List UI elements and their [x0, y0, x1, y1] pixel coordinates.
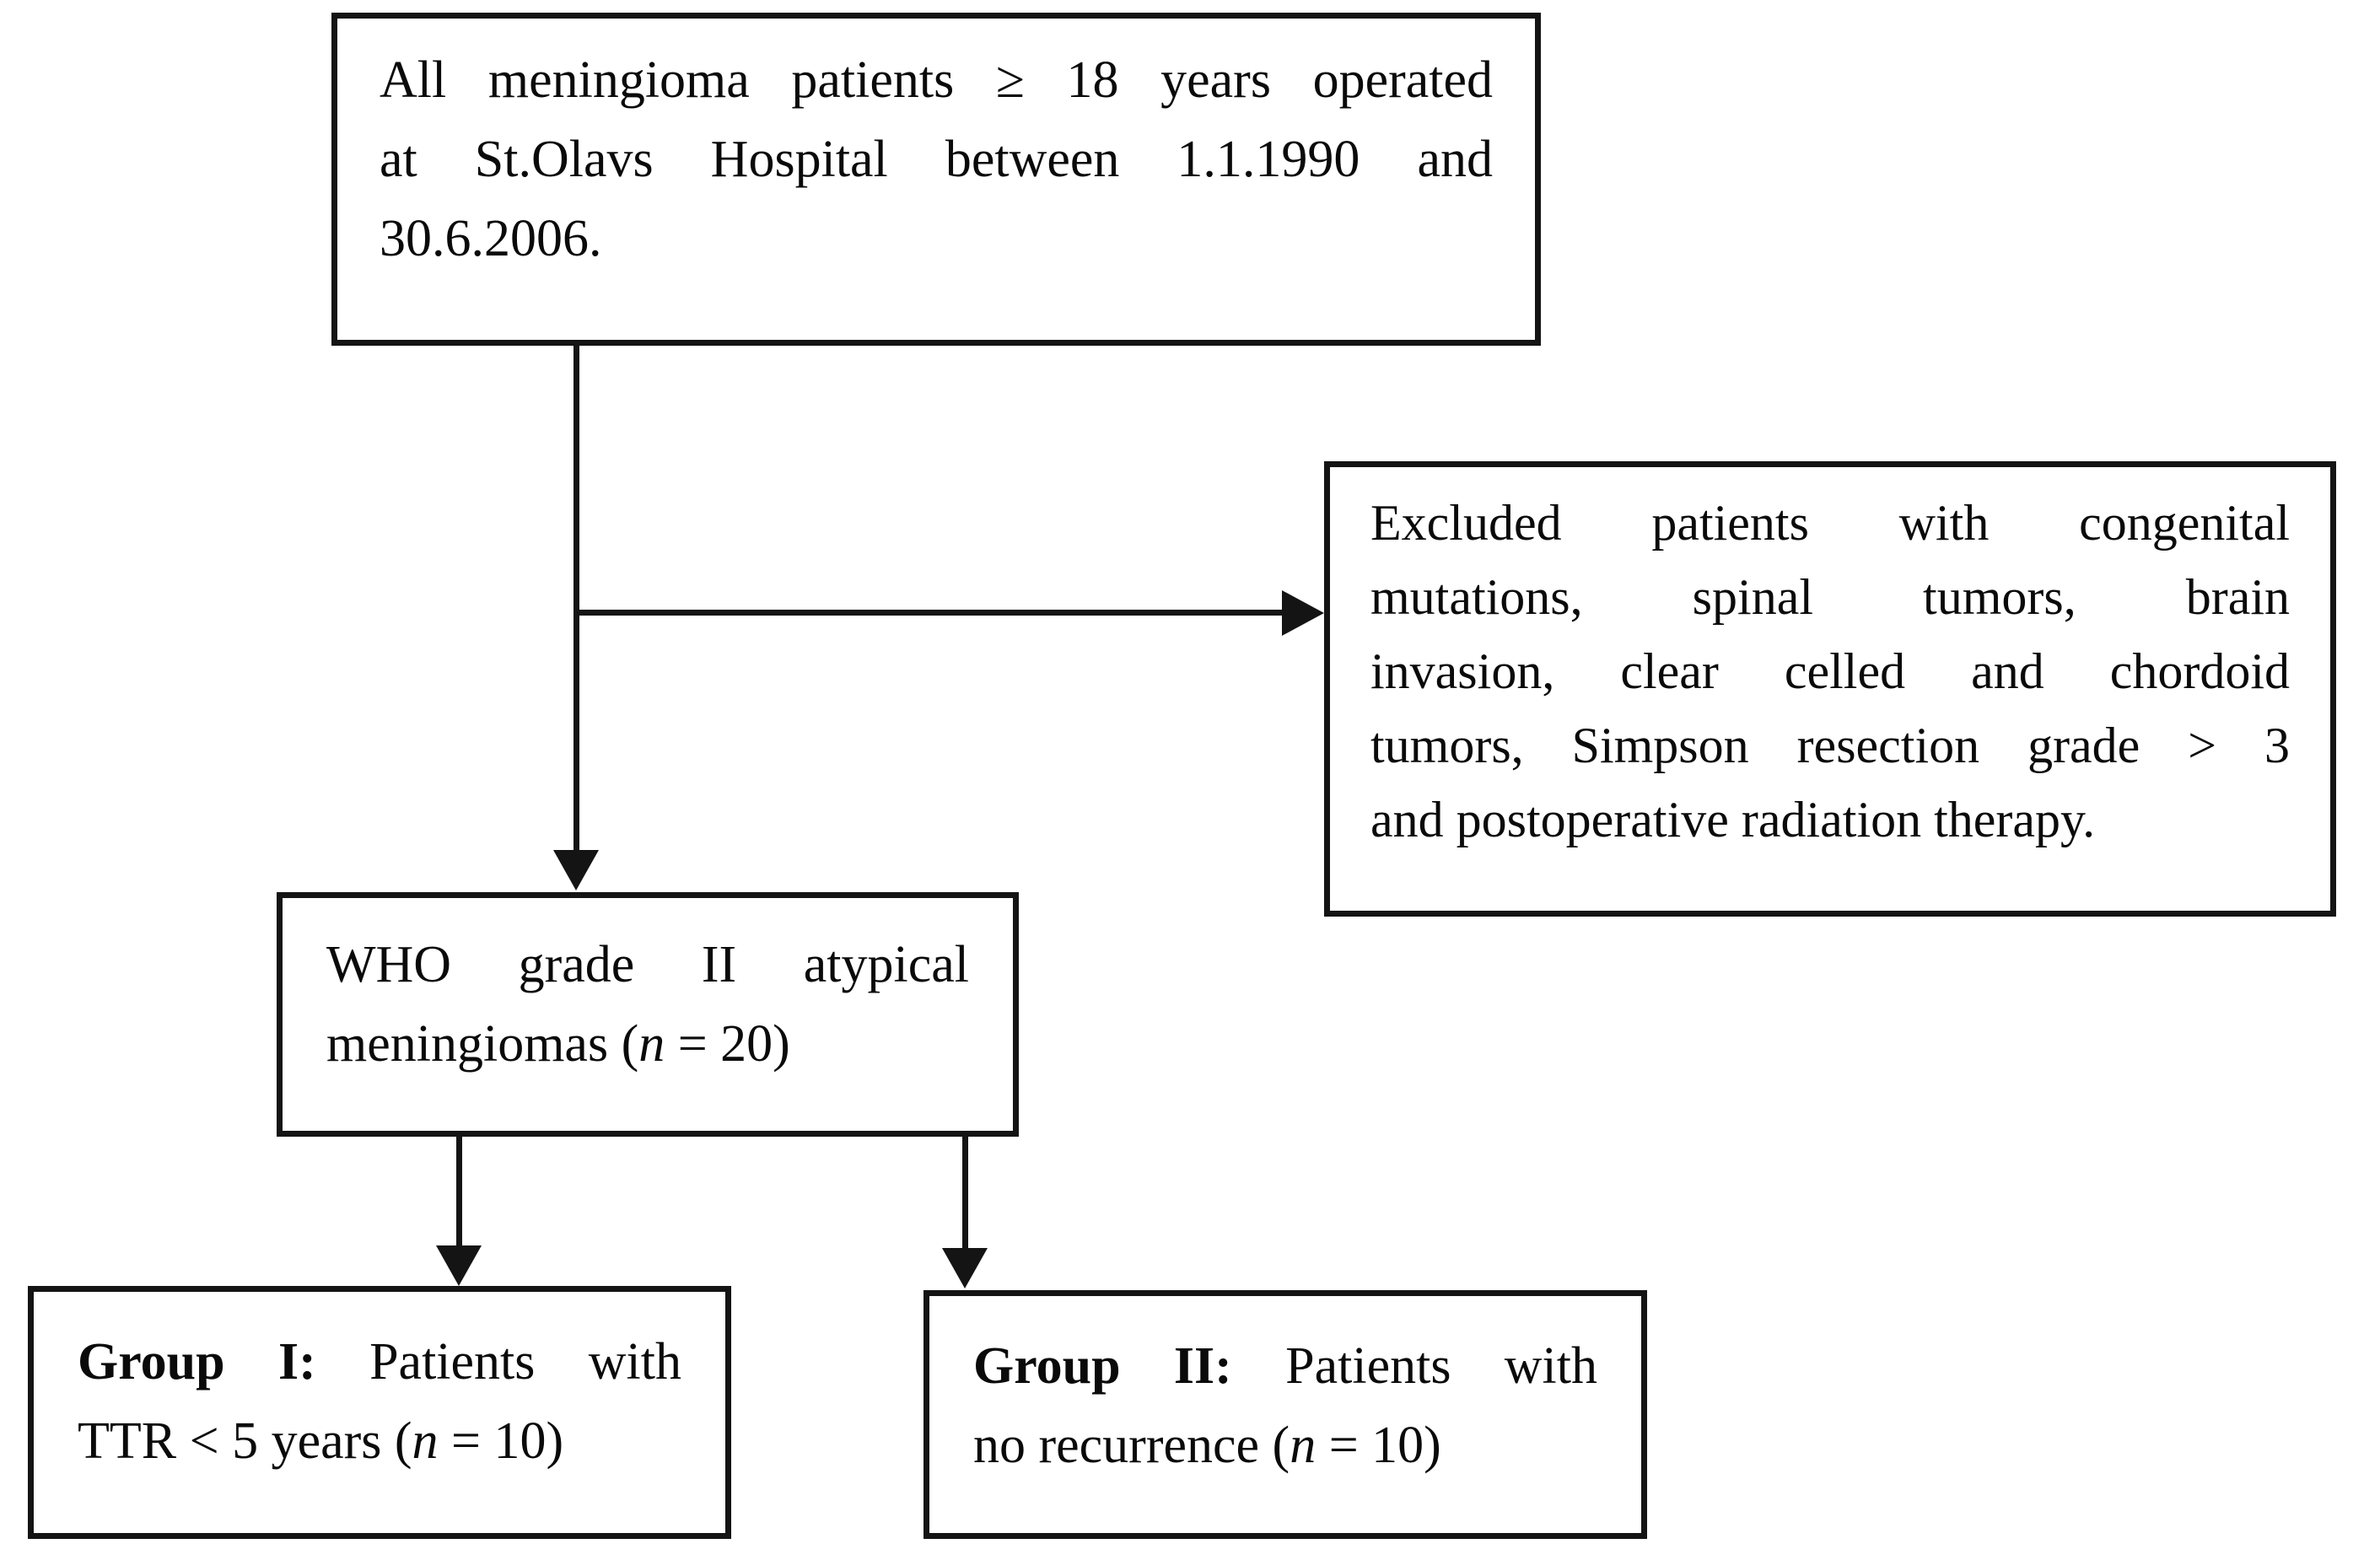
box-text-line: Group II: Patients with [973, 1337, 1597, 1395]
box-group-i: Group I: Patients with TTR < 5 years (n … [28, 1286, 731, 1539]
box-text-line: and postoperative radiation therapy. [1370, 792, 2096, 847]
arrowhead-down-to-group1 [436, 1245, 482, 1286]
box-group-ii: Group II: Patients with no recurrence (n… [923, 1290, 1647, 1539]
box-all-meningioma-patients: All meningioma patients ≥ 18 years opera… [331, 13, 1541, 346]
arrowhead-down-to-who [553, 850, 599, 890]
box-text-line: 30.6.2006. [380, 210, 602, 267]
box-excluded-patients: Excluded patients with congenital mutati… [1324, 461, 2336, 917]
box-text-line: invasion, clear celled and chordoid [1370, 643, 2290, 699]
box-text-line: All meningioma patients ≥ 18 years opera… [380, 51, 1493, 109]
box-text-line: Excluded patients with congenital [1370, 495, 2290, 551]
connector-who-to-group1 [456, 1137, 462, 1248]
arrowhead-down-to-group2 [942, 1248, 988, 1288]
box-text-line: TTR < 5 years (n = 10) [78, 1412, 564, 1470]
box-text-line: at St.Olavs Hospital between 1.1.1990 an… [380, 131, 1493, 188]
box-text-line: tumors, Simpson resection grade > 3 [1370, 718, 2290, 773]
box-text-line: Group I: Patients with [78, 1333, 681, 1391]
box-text-line: meningiomas (n = 20) [326, 1015, 790, 1073]
box-who-grade-ii-atypical: WHO grade II atypical meningiomas (n = 2… [277, 892, 1019, 1137]
box-text-line: no recurrence (n = 10) [973, 1417, 1441, 1474]
arrowhead-right-to-excluded [1282, 590, 1324, 636]
box-text-line: WHO grade II atypical [326, 936, 969, 993]
connector-top-to-who [573, 344, 579, 853]
connector-top-to-excluded [576, 610, 1284, 616]
box-text-line: mutations, spinal tumors, brain [1370, 569, 2290, 625]
connector-who-to-group2 [962, 1137, 968, 1250]
